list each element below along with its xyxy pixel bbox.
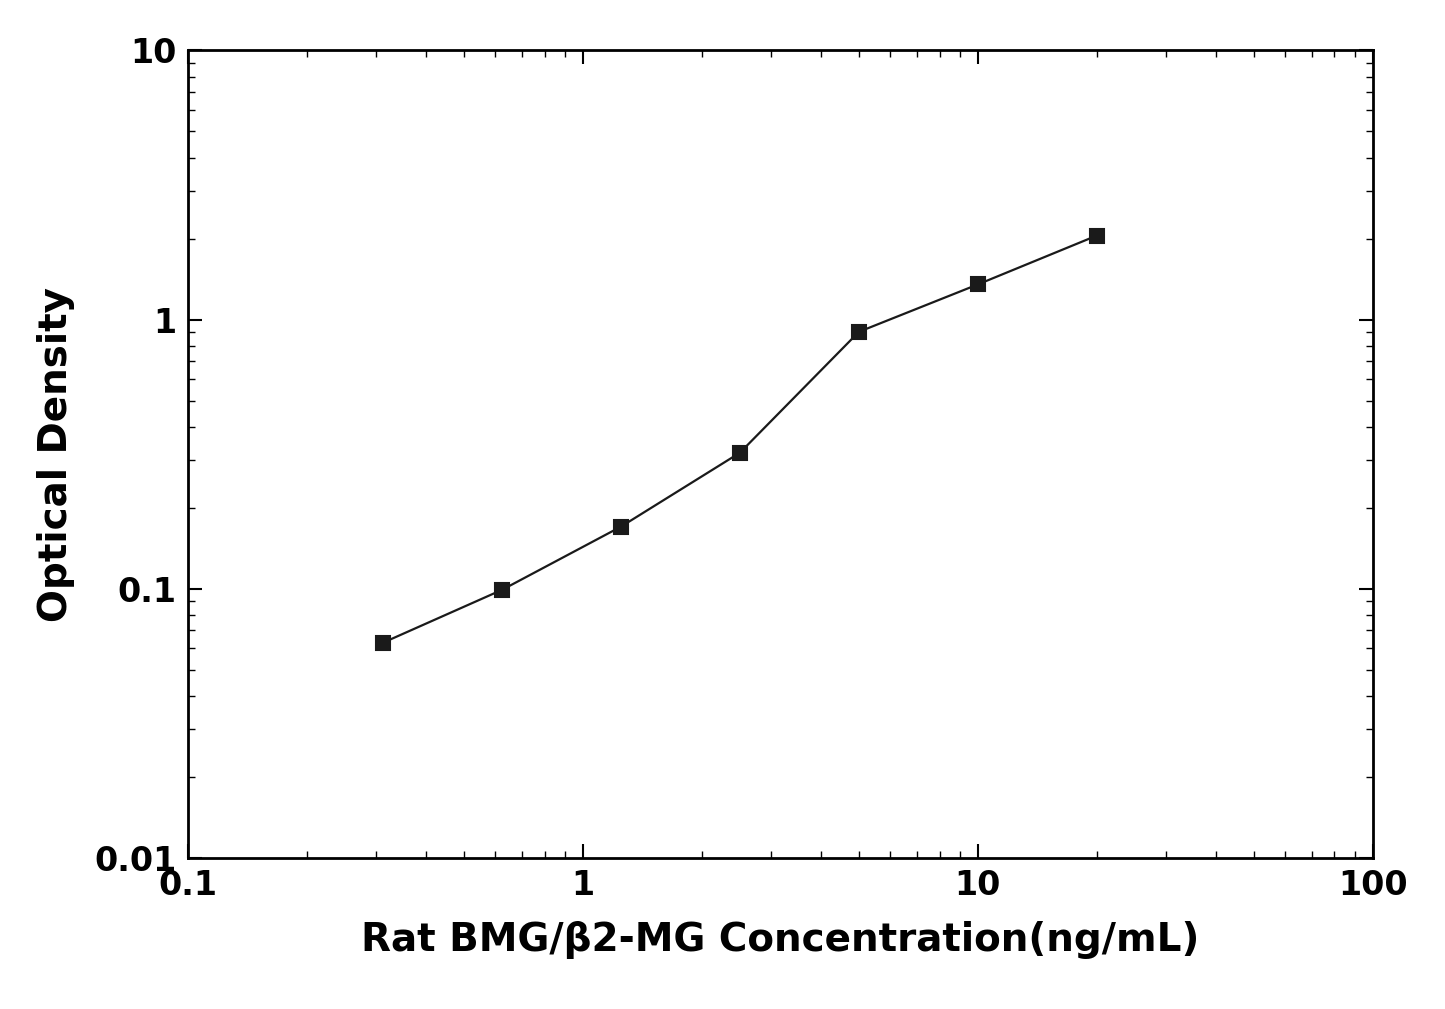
X-axis label: Rat BMG/β2-MG Concentration(ng/mL): Rat BMG/β2-MG Concentration(ng/mL) bbox=[361, 921, 1199, 960]
Y-axis label: Optical Density: Optical Density bbox=[38, 287, 75, 622]
